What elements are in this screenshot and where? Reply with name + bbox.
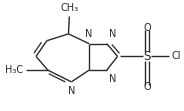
Text: O: O xyxy=(143,23,151,33)
Text: N: N xyxy=(85,29,93,39)
Text: O: O xyxy=(143,82,151,92)
Text: S: S xyxy=(143,50,151,63)
Text: N: N xyxy=(68,86,75,96)
Text: H₃C: H₃C xyxy=(5,65,23,75)
Text: CH₃: CH₃ xyxy=(60,3,78,13)
Text: Cl: Cl xyxy=(171,51,181,61)
Text: N: N xyxy=(109,29,116,39)
Text: N: N xyxy=(109,74,116,84)
